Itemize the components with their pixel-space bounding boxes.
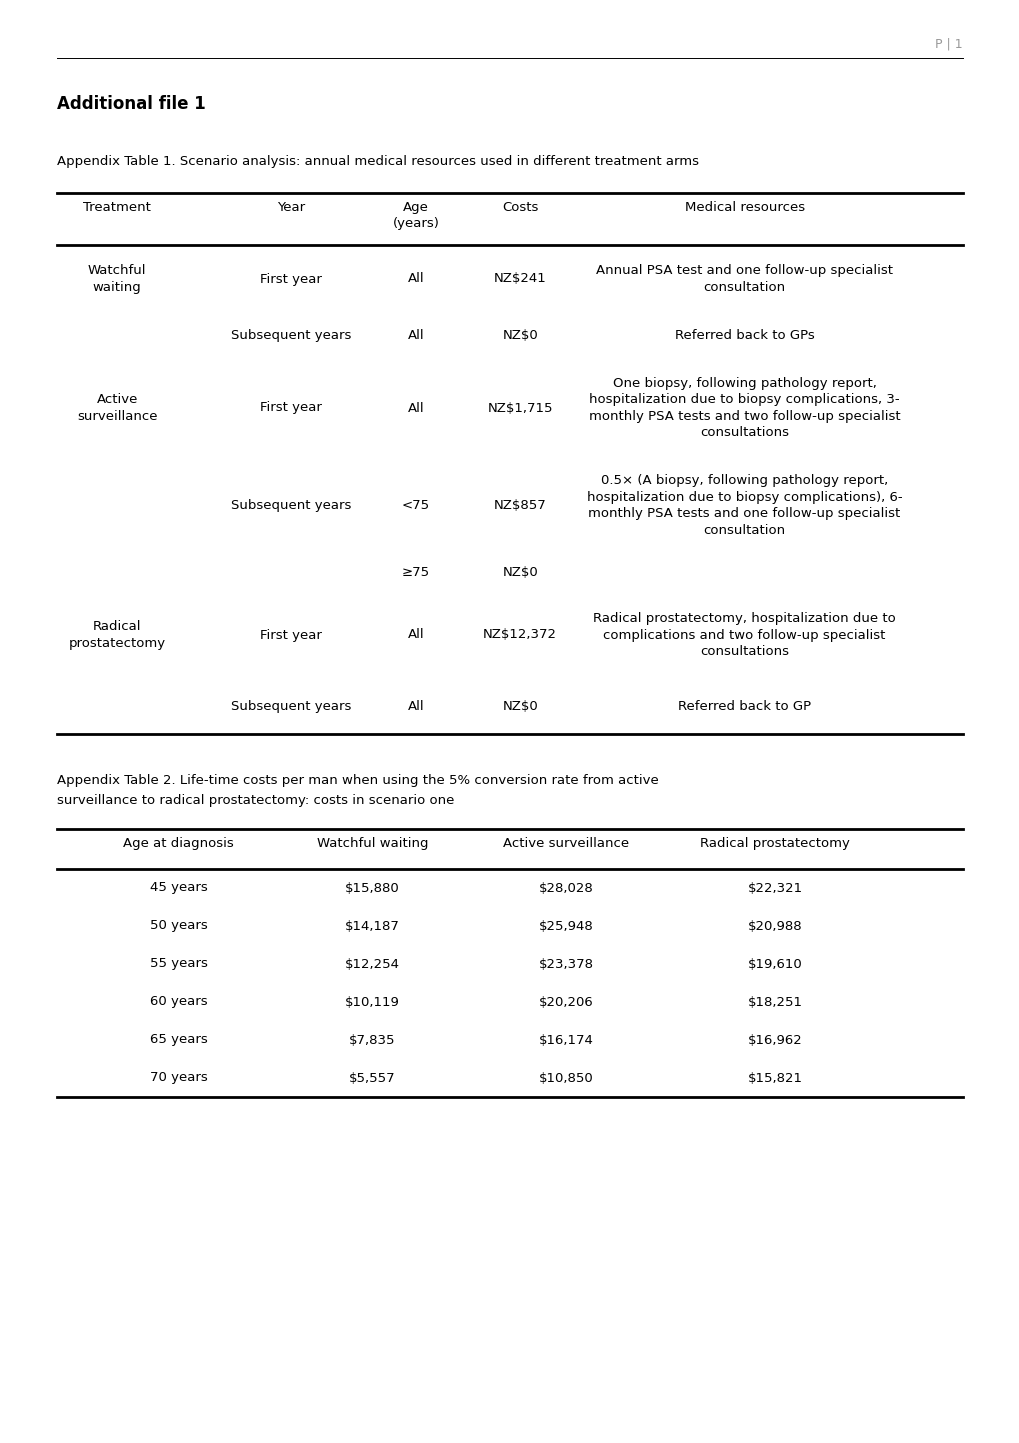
Text: Radical
prostatectomy: Radical prostatectomy bbox=[68, 620, 166, 649]
Text: Year: Year bbox=[276, 201, 305, 214]
Text: Age
(years): Age (years) bbox=[392, 201, 439, 229]
Text: Annual PSA test and one follow-up specialist
consultation: Annual PSA test and one follow-up specia… bbox=[595, 264, 893, 294]
Text: <75: <75 bbox=[401, 499, 430, 512]
Text: $19,610: $19,610 bbox=[747, 958, 802, 971]
Text: $23,378: $23,378 bbox=[538, 958, 593, 971]
Text: First year: First year bbox=[260, 273, 321, 286]
Text: NZ$0: NZ$0 bbox=[501, 566, 538, 579]
Text: First year: First year bbox=[260, 401, 321, 414]
Text: $10,850: $10,850 bbox=[538, 1072, 593, 1085]
Text: Active surveillance: Active surveillance bbox=[502, 837, 629, 850]
Text: Referred back to GPs: Referred back to GPs bbox=[674, 329, 814, 342]
Text: $7,835: $7,835 bbox=[348, 1033, 395, 1046]
Text: $18,251: $18,251 bbox=[747, 996, 802, 1009]
Text: 50 years: 50 years bbox=[150, 919, 207, 932]
Text: NZ$12,372: NZ$12,372 bbox=[483, 629, 556, 642]
Text: Medical resources: Medical resources bbox=[684, 201, 804, 214]
Text: Referred back to GP: Referred back to GP bbox=[678, 700, 810, 713]
Text: $5,557: $5,557 bbox=[348, 1072, 395, 1085]
Text: Watchful waiting: Watchful waiting bbox=[316, 837, 428, 850]
Text: Appendix Table 1. Scenario analysis: annual medical resources used in different : Appendix Table 1. Scenario analysis: ann… bbox=[57, 154, 698, 167]
Text: $20,206: $20,206 bbox=[538, 996, 593, 1009]
Text: $12,254: $12,254 bbox=[344, 958, 399, 971]
Text: Appendix Table 2. Life-time costs per man when using the 5% conversion rate from: Appendix Table 2. Life-time costs per ma… bbox=[57, 773, 658, 786]
Text: $15,880: $15,880 bbox=[344, 882, 399, 895]
Text: Subsequent years: Subsequent years bbox=[230, 700, 351, 713]
Text: All: All bbox=[408, 700, 424, 713]
Text: All: All bbox=[408, 629, 424, 642]
Text: Costs: Costs bbox=[501, 201, 538, 214]
Text: NZ$857: NZ$857 bbox=[493, 499, 546, 512]
Text: All: All bbox=[408, 273, 424, 286]
Text: $14,187: $14,187 bbox=[344, 919, 399, 932]
Text: Additional file 1: Additional file 1 bbox=[57, 95, 206, 113]
Text: Subsequent years: Subsequent years bbox=[230, 329, 351, 342]
Text: $20,988: $20,988 bbox=[747, 919, 802, 932]
Text: Treatment: Treatment bbox=[84, 201, 151, 214]
Text: surveillance to radical prostatectomy: costs in scenario one: surveillance to radical prostatectomy: c… bbox=[57, 794, 453, 807]
Text: $16,962: $16,962 bbox=[747, 1033, 802, 1046]
Text: 55 years: 55 years bbox=[150, 958, 207, 971]
Text: Age at diagnosis: Age at diagnosis bbox=[123, 837, 233, 850]
Text: Active
surveillance: Active surveillance bbox=[77, 394, 157, 423]
Text: All: All bbox=[408, 401, 424, 414]
Text: ≥75: ≥75 bbox=[401, 566, 430, 579]
Text: 70 years: 70 years bbox=[150, 1072, 207, 1085]
Text: Radical prostatectomy: Radical prostatectomy bbox=[700, 837, 849, 850]
Text: One biopsy, following pathology report,
hospitalization due to biopsy complicati: One biopsy, following pathology report, … bbox=[588, 377, 900, 439]
Text: All: All bbox=[408, 329, 424, 342]
Text: $16,174: $16,174 bbox=[538, 1033, 593, 1046]
Text: $15,821: $15,821 bbox=[747, 1072, 802, 1085]
Text: NZ$0: NZ$0 bbox=[501, 329, 538, 342]
Text: NZ$0: NZ$0 bbox=[501, 700, 538, 713]
Text: Radical prostatectomy, hospitalization due to
complications and two follow-up sp: Radical prostatectomy, hospitalization d… bbox=[593, 612, 895, 658]
Text: $28,028: $28,028 bbox=[538, 882, 593, 895]
Text: $25,948: $25,948 bbox=[538, 919, 593, 932]
Text: First year: First year bbox=[260, 629, 321, 642]
Text: 60 years: 60 years bbox=[150, 996, 207, 1009]
Text: NZ$1,715: NZ$1,715 bbox=[487, 401, 552, 414]
Text: $10,119: $10,119 bbox=[344, 996, 399, 1009]
Text: Subsequent years: Subsequent years bbox=[230, 499, 351, 512]
Text: $22,321: $22,321 bbox=[747, 882, 802, 895]
Text: NZ$241: NZ$241 bbox=[493, 273, 546, 286]
Text: 0.5× (A biopsy, following pathology report,
hospitalization due to biopsy compli: 0.5× (A biopsy, following pathology repo… bbox=[586, 475, 902, 537]
Text: 65 years: 65 years bbox=[150, 1033, 207, 1046]
Text: P | 1: P | 1 bbox=[934, 38, 962, 51]
Text: 45 years: 45 years bbox=[150, 882, 207, 895]
Text: Watchful
waiting: Watchful waiting bbox=[88, 264, 147, 294]
